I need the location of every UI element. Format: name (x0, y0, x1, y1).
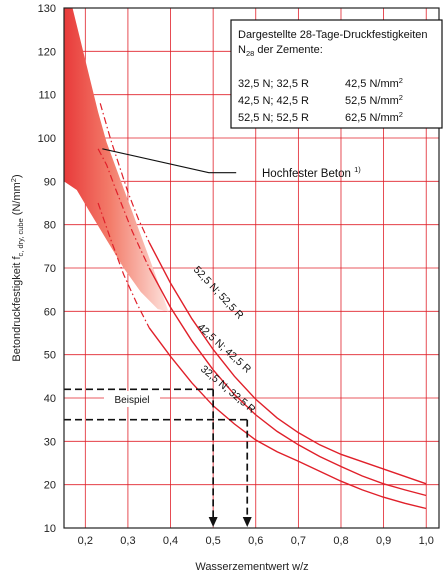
x-tick-label-1: 0,3 (120, 535, 135, 547)
y-tick-label-2: 30 (44, 436, 56, 448)
hochfest-label-text: Hochfester Beton (262, 168, 351, 180)
y-axis-title-end: ) (11, 174, 23, 178)
x-tick-label-0: 0,2 (78, 535, 93, 547)
curve-series-dashed-0 (99, 103, 150, 243)
hochfest-leader-line (102, 148, 237, 174)
example-label: Beispiel (114, 395, 149, 406)
legend-row-2-value-text: 52,5 N/mm (345, 95, 399, 107)
y-tick-label-10: 110 (38, 90, 56, 102)
hochfest-label: Hochfester Beton 1) (262, 165, 361, 180)
legend-row-2-cement: 42,5 N; 42,5 R (238, 95, 309, 107)
legend-row-3-sup: 2 (399, 110, 403, 119)
y-axis-title-sup: 2 (9, 178, 18, 182)
curve-series-2 (148, 327, 427, 510)
curve-series-dashed-2 (97, 202, 150, 329)
y-tick-label-0: 10 (44, 523, 56, 535)
x-tick-labels: 0,2 0,3 0,4 0,5 0,6 0,7 0,8 0,9 1,0 (78, 535, 434, 547)
y-tick-label-12: 130 (38, 3, 56, 15)
y-tick-label-9: 100 (38, 133, 56, 145)
legend-title-post: der Zemente: (254, 44, 322, 56)
x-tick-label-4: 0,6 (248, 535, 263, 547)
hochfest-annotation: Hochfester Beton 1) (102, 148, 361, 180)
curve-series-0 (148, 242, 427, 485)
y-tick-label-11: 120 (38, 46, 56, 58)
example-label-bg (104, 391, 160, 407)
y-tick-label-7: 80 (44, 220, 56, 232)
legend-row-2-value: 52,5 N/mm2 (345, 93, 403, 107)
legend-row-3-value-text: 62,5 N/mm (345, 112, 399, 124)
legend-title-line2: N28 der Zemente: (238, 44, 323, 58)
y-axis-title-unit: (N/mm (11, 182, 23, 218)
example-arrow-0 (208, 517, 218, 527)
y-tick-label-5: 60 (44, 306, 56, 318)
x-tick-label-5: 0,7 (291, 535, 306, 547)
example-lines (64, 388, 252, 527)
hochfest-band (64, 8, 169, 312)
legend-row-2-sup: 2 (399, 93, 403, 102)
curve-series-dashed-1 (97, 148, 150, 269)
y-axis-title-main: Betondruckfestigkeit f (11, 256, 23, 362)
y-tick-label-4: 50 (44, 350, 56, 362)
legend-row-1-value: 42,5 N/mm2 (345, 76, 403, 90)
legend-title-n: N (238, 44, 246, 56)
legend-row-3-value: 62,5 N/mm2 (345, 110, 403, 124)
x-tick-label-7: 0,9 (376, 535, 391, 547)
x-axis-title: Wasserzementwert w/z (195, 561, 308, 573)
x-tick-label-2: 0,4 (163, 535, 178, 547)
y-tick-labels: 10 20 30 40 50 60 70 80 90 100 110 120 130 (38, 3, 56, 535)
x-tick-label-6: 0,8 (333, 535, 348, 547)
legend-title-line1: Dargestellte 28-Tage-Druckfestigkeiten (238, 29, 428, 41)
x-tick-label-3: 0,5 (205, 535, 220, 547)
legend: Dargestellte 28-Tage-Druckfestigkeiten N… (230, 19, 443, 129)
legend-row-1-sup: 2 (399, 76, 403, 85)
y-tick-label-8: 90 (44, 176, 56, 188)
example-arrow-1 (242, 517, 252, 527)
y-tick-label-3: 40 (44, 393, 56, 405)
legend-box (230, 19, 443, 129)
y-axis-title-sub: c, dry, cube (16, 218, 25, 256)
x-tick-label-8: 1,0 (419, 535, 434, 547)
y-tick-label-1: 20 (44, 480, 56, 492)
legend-title-sub: 28 (246, 49, 254, 58)
plot-frame (63, 7, 440, 529)
y-tick-label-6: 70 (44, 263, 56, 275)
legend-row-1-value-text: 42,5 N/mm (345, 78, 399, 90)
legend-row-3-cement: 52,5 N; 52,5 R (238, 112, 309, 124)
y-axis-title: Betondruckfestigkeit fc, dry, cube (N/mm… (9, 174, 25, 361)
hochfest-band-area (64, 8, 169, 312)
curve-series-1 (148, 267, 427, 497)
hochfest-label-sup: 1) (354, 165, 361, 174)
legend-row-1-cement: 32,5 N; 32,5 R (238, 78, 309, 90)
plot-frame-rect (63, 7, 440, 529)
curves (97, 103, 427, 510)
